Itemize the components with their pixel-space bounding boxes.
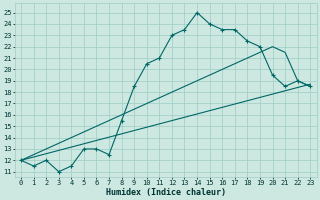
X-axis label: Humidex (Indice chaleur): Humidex (Indice chaleur) [106, 188, 226, 197]
